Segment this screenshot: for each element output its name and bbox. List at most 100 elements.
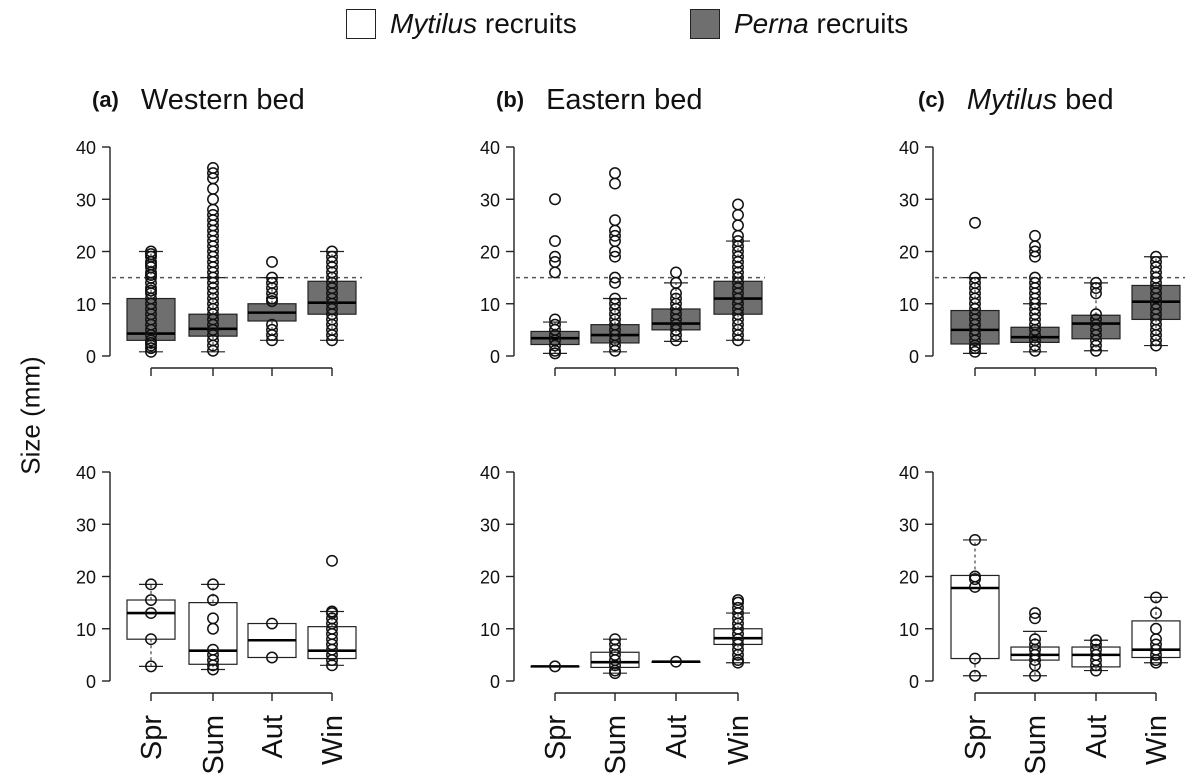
panel-c-mytilus-x-tick-label: Win [1141, 715, 1173, 765]
panel-b-perna-spr-point [549, 266, 561, 279]
panel-c-mytilus-win-point [1150, 622, 1162, 635]
panel-b-perna-win-point [732, 198, 744, 211]
panel-a-mytilus-sum-point [207, 578, 219, 591]
panel-c-perna-win-point [1150, 250, 1162, 263]
panel-b-mytilus-y-tick-label: 30 [480, 515, 500, 535]
legend-swatch-perna [690, 9, 720, 39]
panel-a-mytilus-sum-point [207, 663, 219, 676]
panel-c-mytilus-x-tick-label: Aut [1081, 715, 1113, 759]
panel-b-perna-aut-point [670, 292, 682, 305]
panel-a-mytilus-x-tick-label: Spr [136, 715, 168, 760]
legend-label-perna: Perna recruits [734, 8, 909, 39]
panel-a-perna-sum-point [207, 167, 219, 180]
panel-c-perna-y-tick-label: 0 [909, 347, 919, 367]
panel-a-perna-win-point [326, 250, 338, 263]
panel-a-perna-sum-point [207, 182, 219, 195]
panel-c-mytilus-y-tick-label: 30 [899, 515, 919, 535]
panel-tag-c: (c) [918, 87, 945, 112]
panel-a-mytilus-sum-point [207, 648, 219, 661]
panel-a-perna-win-point [326, 245, 338, 258]
panel-c-perna-sum-point [1029, 276, 1041, 289]
panel-a-perna-y-tick-label: 10 [76, 295, 96, 315]
panel-c-perna-y-tick-label: 40 [899, 138, 919, 158]
panel-a-mytilus-y-tick-label: 20 [76, 568, 96, 588]
panel-b-perna-win-point [732, 219, 744, 232]
panel-title-genus-c: Mytilus [966, 84, 1058, 116]
panel-title-a: (a) Western bed [92, 84, 305, 117]
panel-a-mytilus-y-tick-label: 40 [76, 463, 96, 483]
panel-a-mytilus-win-box [307, 626, 357, 660]
panel-b-perna-y-tick-label: 0 [490, 347, 500, 367]
panel-a-perna-sum-point [207, 161, 219, 174]
panel-c-mytilus-x-tick-label: Spr [960, 715, 992, 760]
panel-b-perna-sum-point [609, 250, 621, 263]
panel-b-mytilus-sum-point [609, 633, 621, 646]
panel-tag-b: (b) [496, 87, 525, 112]
panel-b-perna-sum-point [609, 167, 621, 180]
panel-a-perna-aut-point [266, 256, 278, 268]
panel-a-perna-y-tick-label: 0 [86, 347, 96, 367]
panel-b-mytilus-y-tick-label: 10 [480, 620, 500, 640]
panel-c-mytilus-y-tick-label: 40 [899, 463, 919, 483]
legend-swatch-mytilus [346, 9, 376, 39]
panel-c-perna-spr-point [969, 345, 981, 358]
panel-c-mytilus-spr-point [969, 570, 981, 583]
panel-a-perna-y-tick-label: 30 [76, 190, 96, 210]
panel-b-perna-spr-point [549, 256, 561, 268]
panel-b-perna-sum-point [609, 229, 621, 242]
panel-c-perna-y-tick-label: 10 [899, 295, 919, 315]
panel-c-perna-aut-point [1090, 282, 1102, 295]
panel-a-mytilus-y-tick-label: 0 [86, 672, 96, 692]
panel-a-perna-sum-point [207, 193, 219, 206]
panel-c-mytilus-spr-point [969, 652, 981, 665]
panel-title-text-a: Western bed [140, 84, 305, 116]
panel-a-perna-y-tick-label: 40 [76, 138, 96, 158]
panel-a-mytilus-spr-point [145, 607, 157, 620]
panel-b-mytilus-x-tick-label: Win [723, 715, 755, 765]
panel-b-perna-win-point [732, 235, 744, 248]
panel-c-perna-aut-point [1090, 308, 1102, 321]
panel-a-perna-spr-point [145, 245, 157, 258]
panel-b-mytilus-y-tick-label: 40 [480, 463, 500, 483]
panel-b-mytilus-spr-point [549, 660, 561, 673]
panel-c-mytilus-y-tick-label: 10 [899, 620, 919, 640]
panel-b-mytilus-x-tick-label: Sum [600, 715, 632, 775]
legend-item-perna: Perna recruits [690, 8, 908, 40]
legend: Mytilus recruits Perna recruits [0, 4, 1204, 44]
panel-c-mytilus-aut-point [1090, 638, 1102, 651]
panel-a-mytilus-spr-box [126, 599, 176, 640]
panel-a-perna-sum-point [207, 208, 219, 221]
panel-c-perna-spr-point [969, 216, 981, 229]
panel-tag-a: (a) [92, 87, 119, 112]
panel-a-mytilus-y-tick-label: 30 [76, 515, 96, 535]
panel-b-mytilus-win-point [732, 601, 744, 614]
panel-a-mytilus-sum-point [207, 612, 219, 625]
panel-b-perna-win-point [732, 208, 744, 221]
panel-b-perna-y-tick-label: 30 [480, 190, 500, 210]
panel-a-perna-spr-point [145, 345, 157, 358]
panel-a-perna-aut-point [266, 318, 278, 331]
panel-c-mytilus-win-point [1150, 607, 1162, 620]
panel-b-mytilus-sum-point [609, 638, 621, 651]
panel-a-mytilus-aut-point [266, 617, 278, 630]
panel-c-perna-sum-point [1029, 271, 1041, 284]
panel-b-mytilus-win-point [732, 594, 744, 606]
panel-a-perna-y-tick-label: 20 [76, 243, 96, 263]
panel-a-mytilus-x-tick-label: Aut [257, 715, 289, 759]
panel-a-mytilus-win-point [326, 612, 338, 625]
panel-a-mytilus-y-tick-label: 10 [76, 620, 96, 640]
panel-b-mytilus-x-tick-label: Aut [661, 715, 693, 759]
panel-b-perna-sum-point [609, 214, 621, 227]
panel-a-mytilus-sum-point [207, 594, 219, 606]
panel-c-mytilus-win-point [1150, 591, 1162, 604]
panel-a-mytilus-spr-point [145, 660, 157, 673]
panel-c-mytilus-sum-point [1029, 638, 1041, 651]
panel-a-perna-aut-point [266, 276, 278, 289]
panel-c-perna-win-point [1150, 256, 1162, 268]
panel-title-rest-c: bed [1057, 84, 1114, 116]
panel-b-perna-sum-point [609, 292, 621, 305]
panel-c-perna-aut-point [1090, 276, 1102, 289]
panel-c-mytilus-spr-box [950, 574, 1000, 660]
panel-c-perna-sum-point [1029, 229, 1041, 242]
